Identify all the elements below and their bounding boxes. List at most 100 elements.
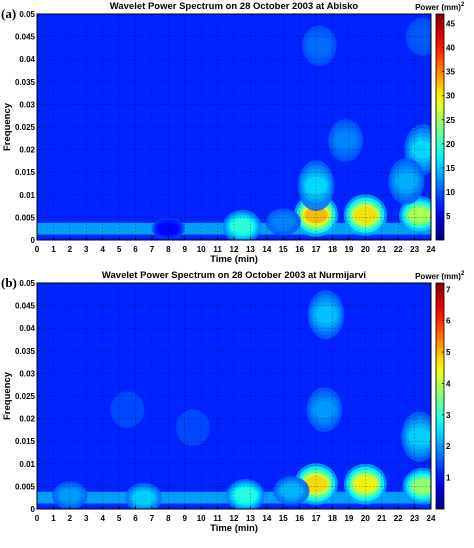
- x-tick-label: 24: [427, 245, 436, 254]
- x-tick-label: 3: [84, 514, 89, 523]
- y-tick-label: 0.01: [19, 191, 35, 200]
- y-tick-label: 0.035: [15, 78, 36, 87]
- colorbar-label-exponent: 2: [461, 2, 465, 8]
- chart-title: Wavelet Power Spectrum on 28 October 200…: [102, 270, 366, 281]
- x-tick-label: 1: [51, 514, 56, 523]
- y-tick-label: 0.04: [19, 55, 35, 64]
- power-blob: [302, 25, 337, 66]
- x-tick-label: 2: [68, 245, 73, 254]
- blob-level: [411, 478, 431, 495]
- y-tick-label: 0.05: [19, 279, 35, 288]
- x-tick-label: 6: [133, 245, 138, 254]
- power-blob: [297, 160, 335, 212]
- colorbar-tick-label: 1: [446, 474, 451, 483]
- power-blob: [273, 476, 310, 506]
- x-tick-label: 16: [295, 514, 304, 523]
- y-tick-label: 0.02: [19, 146, 35, 155]
- x-tick-label: 5: [117, 514, 122, 523]
- y-tick-label: 0.045: [15, 302, 36, 311]
- power-blob: [52, 481, 88, 509]
- blob-level: [280, 484, 303, 498]
- x-tick-label: 14: [262, 514, 271, 523]
- power-blob: [405, 17, 431, 56]
- colorbar-label-exponent: 2: [461, 271, 465, 277]
- x-tick-label: 11: [213, 514, 222, 523]
- y-tick-label: 0.025: [15, 392, 36, 401]
- y-tick-label: 0.005: [15, 482, 36, 491]
- power-blob: [398, 196, 431, 235]
- x-tick-label: 2: [68, 514, 73, 523]
- power-blob: [222, 209, 262, 240]
- x-tick-label: 20: [361, 245, 370, 254]
- x-tick-label: 23: [410, 514, 419, 523]
- y-tick-label: 0.035: [15, 347, 36, 356]
- blob-level: [315, 305, 337, 324]
- power-blob: [343, 194, 387, 237]
- blob-level: [59, 488, 81, 503]
- y-tick-label: 0.015: [15, 168, 36, 177]
- power-blob: [402, 467, 431, 505]
- y-axis-label: Frequency: [2, 371, 13, 420]
- x-tick-label: 11: [213, 245, 222, 254]
- blob-level: [408, 207, 431, 223]
- y-tick-label: 0.01: [19, 460, 35, 469]
- power-blob: [226, 478, 265, 509]
- x-tick-label: 12: [230, 514, 239, 523]
- blob-level: [116, 401, 138, 418]
- x-tick-label: 4: [100, 514, 105, 523]
- y-tick-label: 0: [31, 505, 36, 514]
- colorbar-tick-label: 6: [446, 317, 451, 326]
- colorbar: [435, 13, 445, 241]
- x-tick-label: 10: [197, 245, 206, 254]
- y-tick-label: 0.02: [19, 415, 35, 424]
- x-tick-label: 21: [377, 514, 386, 523]
- x-tick-label: 17: [312, 245, 321, 254]
- blob-level: [353, 476, 377, 493]
- x-tick-label: 17: [312, 514, 321, 523]
- blob-level: [304, 206, 328, 224]
- x-tick-label: 8: [166, 245, 171, 254]
- x-tick-label: 0: [35, 514, 40, 523]
- blob-level: [234, 488, 257, 503]
- x-tick-label: 13: [246, 514, 255, 523]
- y-tick-label: 0.015: [15, 437, 36, 446]
- y-tick-label: 0.005: [15, 213, 36, 222]
- blob-level: [308, 37, 331, 54]
- x-tick-label: 19: [344, 514, 353, 523]
- x-axis-label: Time (min): [210, 523, 258, 534]
- power-blob: [125, 482, 163, 509]
- x-tick-label: 7: [150, 514, 155, 523]
- colorbar-tick-label: 20: [446, 140, 455, 149]
- power-blob: [388, 157, 425, 205]
- x-tick-label: 15: [279, 245, 288, 254]
- y-tick-label: 0.03: [19, 100, 35, 109]
- colorbar-tick-label: 5: [446, 212, 451, 221]
- power-blob: [110, 391, 145, 428]
- x-tick-label: 20: [361, 514, 370, 523]
- blob-level: [411, 140, 431, 159]
- colorbar-tick-label: 35: [446, 68, 455, 77]
- panel-label: (a): [1, 6, 16, 21]
- colorbar-tick-label: 2: [446, 442, 451, 451]
- x-tick-label: 0: [35, 245, 40, 254]
- blob-level: [353, 206, 377, 224]
- power-blob: [176, 409, 210, 446]
- blob-level: [412, 28, 431, 45]
- colorbar: [435, 282, 445, 510]
- x-tick-label: 18: [328, 514, 337, 523]
- x-tick-label: 5: [117, 245, 122, 254]
- colorbar-tick-label: 5: [446, 348, 451, 357]
- y-tick-label: 0.03: [19, 369, 35, 378]
- x-tick-label: 13: [246, 245, 255, 254]
- colorbar-tick-label: 30: [446, 92, 455, 101]
- y-tick-label: 0.045: [15, 33, 36, 42]
- colorbar-tick-label: 45: [446, 20, 455, 29]
- x-tick-label: 23: [410, 245, 419, 254]
- chart-title: Wavelet Power Spectrum on 28 October 200…: [110, 1, 359, 12]
- grid-lines: [36, 282, 432, 510]
- x-tick-label: 6: [133, 514, 138, 523]
- blob-level: [334, 132, 357, 149]
- power-blob: [401, 411, 431, 462]
- x-tick-label: 9: [183, 245, 188, 254]
